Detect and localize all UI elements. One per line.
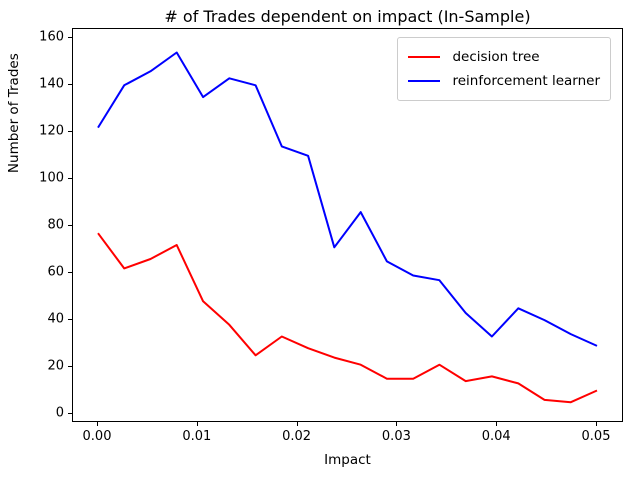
x-tick-label: 0.01 — [182, 429, 212, 444]
line-plot-canvas — [97, 51, 598, 404]
y-tick-label: 20 — [47, 358, 64, 374]
x-tick-mark — [396, 422, 398, 426]
y-tick-label: 160 — [39, 29, 64, 45]
y-tick-label: 60 — [47, 264, 64, 280]
decision-tree-line-swatch — [408, 56, 441, 58]
reinforcement-learner-line-swatch — [408, 80, 441, 82]
legend-item-decision-tree: decision tree — [408, 45, 600, 69]
plot-area: decision tree reinforcement learner — [72, 28, 623, 422]
legend-label-reinforcement-learner: reinforcement learner — [452, 73, 600, 89]
y-tick-label: 100 — [39, 170, 64, 186]
y-tick-mark — [68, 225, 72, 227]
series-line-reinforcement-learner — [97, 51, 598, 347]
y-tick-label: 80 — [47, 217, 64, 233]
x-tick-mark — [596, 422, 597, 426]
y-tick-label: 40 — [47, 311, 64, 327]
x-tick-mark — [196, 422, 198, 426]
y-tick-mark — [68, 131, 72, 133]
series-line-decision-tree — [97, 232, 598, 404]
x-axis-label: Impact — [324, 452, 371, 468]
legend-item-reinforcement-learner: reinforcement learner — [408, 69, 600, 93]
y-tick-label: 120 — [39, 123, 64, 139]
legend-label-decision-tree: decision tree — [452, 49, 540, 65]
y-tick-label: 0 — [55, 405, 64, 421]
y-tick-label: 140 — [39, 76, 64, 92]
y-tick-mark — [68, 37, 72, 39]
x-tick-label: 0.03 — [381, 429, 411, 444]
y-tick-mark — [68, 178, 72, 180]
y-tick-mark — [68, 413, 72, 414]
legend: decision tree reinforcement learner — [397, 37, 611, 101]
y-tick-mark — [68, 319, 72, 321]
x-tick-label: 0.00 — [82, 429, 112, 444]
x-tick-mark — [97, 422, 98, 426]
x-tick-label: 0.04 — [481, 429, 511, 444]
y-tick-mark — [68, 84, 72, 86]
x-tick-label: 0.05 — [581, 429, 611, 444]
x-tick-label: 0.02 — [282, 429, 312, 444]
x-tick-mark — [296, 422, 298, 426]
chart-title: # of Trades dependent on impact (In-Samp… — [164, 7, 531, 26]
y-tick-mark — [68, 272, 72, 274]
x-tick-mark — [496, 422, 498, 426]
y-tick-mark — [68, 366, 72, 367]
y-axis-label: Number of Trades — [6, 53, 22, 174]
